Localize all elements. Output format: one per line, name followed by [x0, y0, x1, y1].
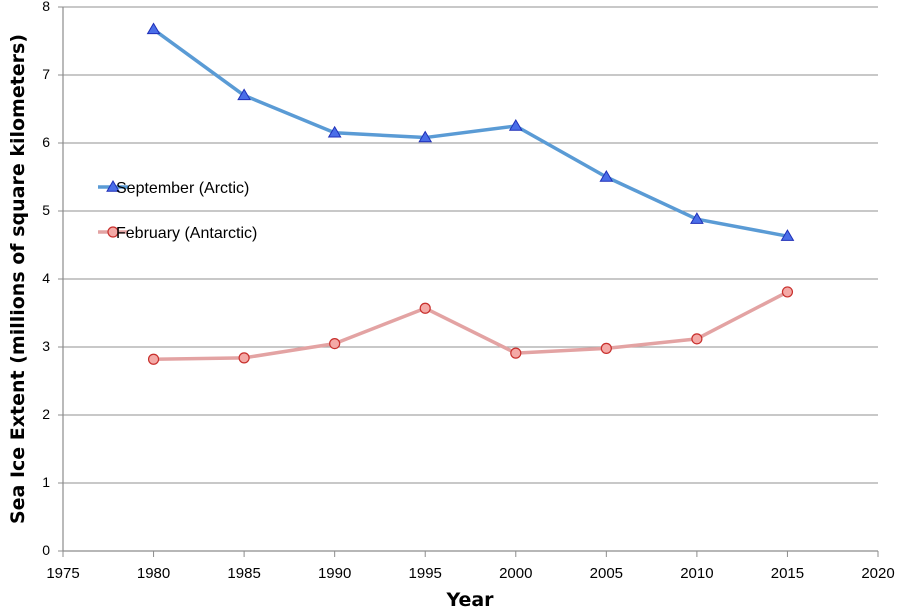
x-tick-label: 1995	[409, 565, 442, 582]
legend-marker	[107, 226, 119, 238]
x-tick-label: 1980	[137, 565, 170, 582]
series-1	[147, 286, 794, 365]
data-point	[691, 333, 703, 345]
data-point	[329, 338, 341, 350]
data-point	[508, 119, 523, 131]
series-0	[146, 22, 795, 241]
series-line	[151, 27, 790, 238]
y-tick-label: 6	[42, 134, 50, 150]
data-point	[780, 229, 795, 241]
y-axis-title: Sea Ice Extent (millions of square kilom…	[7, 34, 29, 524]
data-point	[690, 212, 704, 224]
x-tick-label: 2005	[590, 565, 623, 582]
data-point	[510, 347, 522, 359]
x-tick-label: 1985	[227, 565, 260, 582]
data-point	[146, 22, 161, 35]
y-tick-label: 2	[42, 406, 50, 422]
tick-labels: 0 1 2 3 4 5 6 7 8 1975 1980 1985 1990 1995 2000 2005 201…	[42, 0, 894, 582]
axes	[58, 6, 879, 557]
legend-item: September (Arctic)	[98, 180, 249, 197]
legend-item: February (Antarctic)	[98, 225, 257, 242]
x-tick-label: 2010	[680, 565, 713, 582]
data-point	[419, 302, 431, 314]
data-point	[147, 353, 160, 365]
legend-label: September (Arctic)	[116, 180, 249, 197]
data-point	[781, 286, 794, 298]
gridlines	[63, 6, 878, 484]
data-point	[600, 342, 612, 354]
y-tick-label: 8	[42, 0, 50, 14]
y-tick-label: 4	[42, 270, 50, 286]
series-group	[146, 22, 795, 365]
y-tick-label: 1	[42, 474, 50, 490]
y-tick-label: 5	[42, 202, 50, 218]
y-tick-label: 0	[42, 542, 50, 558]
x-tick-label: 2015	[771, 565, 804, 582]
data-point	[599, 170, 614, 182]
data-point	[327, 125, 342, 138]
y-tick-label: 3	[42, 338, 50, 354]
data-point	[238, 352, 250, 364]
x-axis-title: Year	[445, 589, 494, 610]
data-point	[237, 88, 251, 101]
data-point	[418, 130, 433, 143]
series-line	[151, 290, 790, 361]
x-tick-label: 2020	[861, 565, 894, 582]
legend-label: February (Antarctic)	[116, 225, 257, 242]
y-tick-label: 7	[42, 66, 50, 82]
x-tick-label: 2000	[499, 565, 532, 582]
legend-marker	[106, 180, 120, 192]
x-tick-label: 1990	[318, 565, 351, 582]
x-tick-label: 1975	[46, 565, 79, 582]
legend: September (Arctic) February (Antarctic)	[98, 180, 257, 242]
